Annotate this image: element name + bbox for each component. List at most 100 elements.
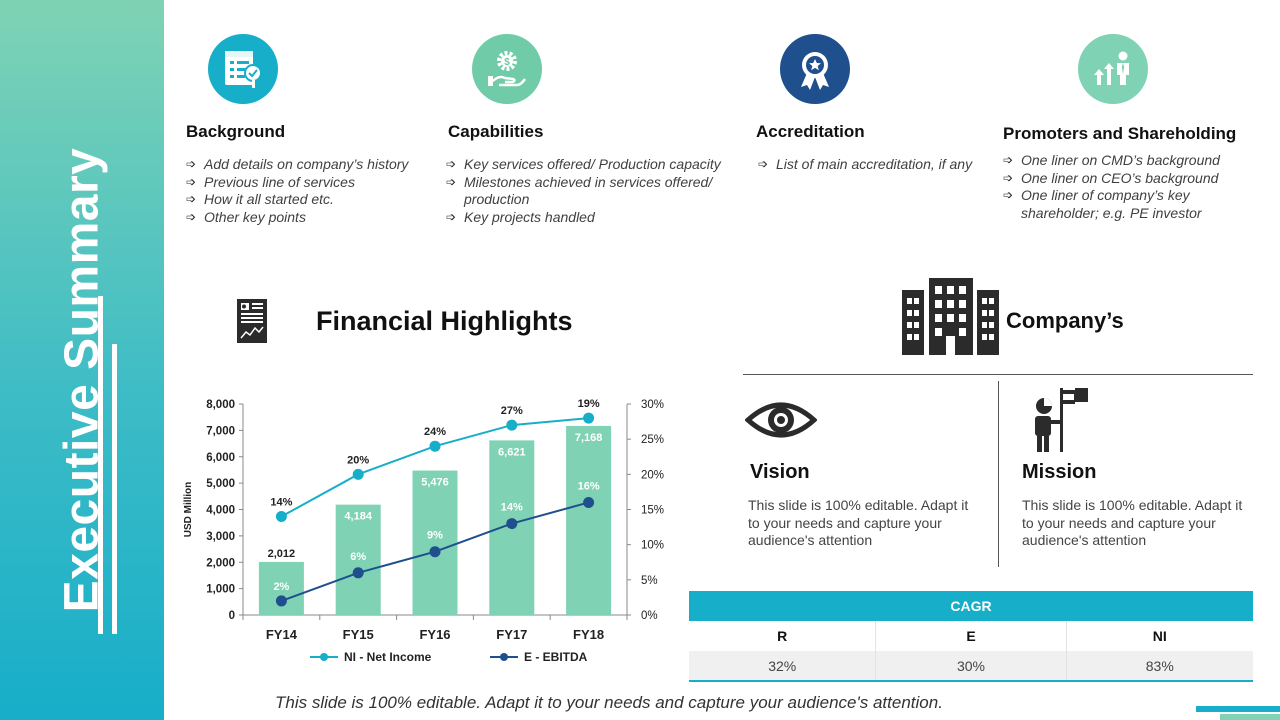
list-item: Milestones achieved in services offered/… xyxy=(446,174,714,209)
series-point xyxy=(429,440,441,452)
series-point xyxy=(275,595,287,607)
list-item: Key projects handled xyxy=(446,209,736,227)
cagr-value-ni: 83% xyxy=(1066,651,1253,681)
y2-tick-label: 25% xyxy=(641,434,664,446)
pillar-title: Accreditation xyxy=(756,122,865,141)
series-data-label: 2% xyxy=(273,581,289,593)
list-item: One liner on CMD’s background xyxy=(1003,152,1265,170)
series-point xyxy=(352,567,364,579)
cagr-header-ni: NI xyxy=(1066,621,1253,651)
y-tick-label: 4,000 xyxy=(206,505,235,517)
series-data-label: 14% xyxy=(501,502,523,514)
growth-person-icon xyxy=(1078,34,1148,104)
person-flag-icon xyxy=(1030,386,1092,459)
footer-accent-bar xyxy=(1220,714,1280,720)
series-data-label: 16% xyxy=(578,480,600,492)
pillar-background: Background Add details on company’s hist… xyxy=(186,34,408,226)
series-point xyxy=(429,546,441,558)
legend-label: NI - Net Income xyxy=(344,650,432,664)
x-tick-label: FY16 xyxy=(419,627,450,642)
list-item: How it all started etc. xyxy=(186,191,436,209)
y-tick-label: 6,000 xyxy=(206,452,235,464)
series-data-label: 24% xyxy=(424,426,446,438)
pillar-title: Background xyxy=(186,122,286,141)
series-data-label: 27% xyxy=(501,405,523,417)
award-ribbon-icon xyxy=(780,34,850,104)
series-data-label: 9% xyxy=(427,530,443,542)
y-tick-label: 7,000 xyxy=(206,425,235,437)
cagr-table: CAGR R E NI 32% 30% 83% xyxy=(689,591,1253,682)
pillar-accreditation: Accreditation List of main accreditation… xyxy=(756,34,972,173)
bar-data-label: 5,476 xyxy=(421,477,449,489)
sidebar-accent-line xyxy=(112,344,117,634)
y-tick-label: 0 xyxy=(229,610,235,622)
pillar-list: Add details on company’s history Previou… xyxy=(186,156,436,226)
pillar-list: List of main accreditation, if any xyxy=(758,156,1008,174)
x-tick-label: FY14 xyxy=(266,627,298,642)
mission-text: This slide is 100% editable. Adapt it to… xyxy=(1022,497,1243,548)
y-tick-label: 2,000 xyxy=(206,557,235,569)
series-point xyxy=(352,468,364,480)
sidebar-accent-line xyxy=(98,296,103,634)
bar-data-label: 2,012 xyxy=(268,548,296,560)
bar-data-label: 7,168 xyxy=(575,432,603,444)
footer-accent-bar xyxy=(1196,706,1280,712)
bar xyxy=(566,425,612,615)
series-data-label: 20% xyxy=(347,454,369,466)
y-tick-label: 8,000 xyxy=(206,399,235,411)
vision-text: This slide is 100% editable. Adapt it to… xyxy=(748,497,969,548)
bar-data-label: 6,621 xyxy=(498,446,526,458)
building-icon xyxy=(902,278,999,360)
y2-tick-label: 20% xyxy=(641,469,664,481)
table-row: R E NI xyxy=(689,621,1253,651)
x-tick-label: FY17 xyxy=(496,627,527,642)
x-tick-label: FY15 xyxy=(343,627,374,642)
cagr-value-e: 30% xyxy=(875,651,1067,681)
series-data-label: 14% xyxy=(270,497,292,509)
pillar-title: Capabilities xyxy=(448,122,544,141)
checklist-icon xyxy=(208,34,278,104)
company-divider xyxy=(743,374,1253,375)
pillar-title: Promoters and Shareholding xyxy=(1003,124,1237,143)
cagr-header-e: E xyxy=(875,621,1067,651)
series-point xyxy=(583,496,595,508)
pillar-list: Key services offered/ Production capacit… xyxy=(446,156,736,226)
list-item: One liner of company’s key shareholder; … xyxy=(1003,187,1251,222)
y2-tick-label: 30% xyxy=(641,399,664,411)
vision-title: Vision xyxy=(750,461,810,483)
bar-data-label: 4,184 xyxy=(344,511,372,523)
cagr-value-r: 32% xyxy=(689,651,877,681)
cagr-header-r: R xyxy=(689,621,877,651)
y-tick-label: 5,000 xyxy=(206,478,235,490)
legend-marker xyxy=(500,653,508,661)
series-point xyxy=(275,511,287,523)
report-document-icon xyxy=(236,298,268,349)
footer-note: This slide is 100% editable. Adapt it to… xyxy=(275,693,943,712)
gear-money-hand-icon: $ xyxy=(472,34,542,104)
sidebar: Executive Summary xyxy=(0,0,164,720)
financial-highlights-title: Financial Highlights xyxy=(316,306,573,336)
vision-mission-divider xyxy=(998,381,999,567)
x-tick-label: FY18 xyxy=(573,627,604,642)
series-data-label: 6% xyxy=(350,551,366,563)
bar xyxy=(335,504,381,615)
pillar-list: One liner on CMD’s background One liner … xyxy=(1003,152,1265,222)
y-tick-label: 1,000 xyxy=(206,584,235,596)
mission-title: Mission xyxy=(1022,461,1097,483)
y2-tick-label: 5% xyxy=(641,575,658,587)
list-item: Add details on company’s history xyxy=(186,156,436,174)
y2-tick-label: 0% xyxy=(641,610,658,622)
y-axis-label: USD Million xyxy=(183,482,194,538)
series-point xyxy=(506,518,518,530)
pillar-promoters: Promoters and Shareholding One liner on … xyxy=(1003,34,1236,221)
table-row: 32% 30% 83% xyxy=(689,651,1253,681)
pillar-capabilities: $ Capabilities Key services offered/ Pro… xyxy=(446,34,721,226)
list-item: List of main accreditation, if any xyxy=(758,156,1008,174)
legend-label: E - EBITDA xyxy=(524,650,588,664)
list-item: Other key points xyxy=(186,209,436,227)
series-point xyxy=(506,419,518,431)
y2-tick-label: 10% xyxy=(641,540,664,552)
series-data-label: 19% xyxy=(578,398,600,410)
y2-tick-label: 15% xyxy=(641,505,664,517)
svg-text:$: $ xyxy=(504,57,510,68)
